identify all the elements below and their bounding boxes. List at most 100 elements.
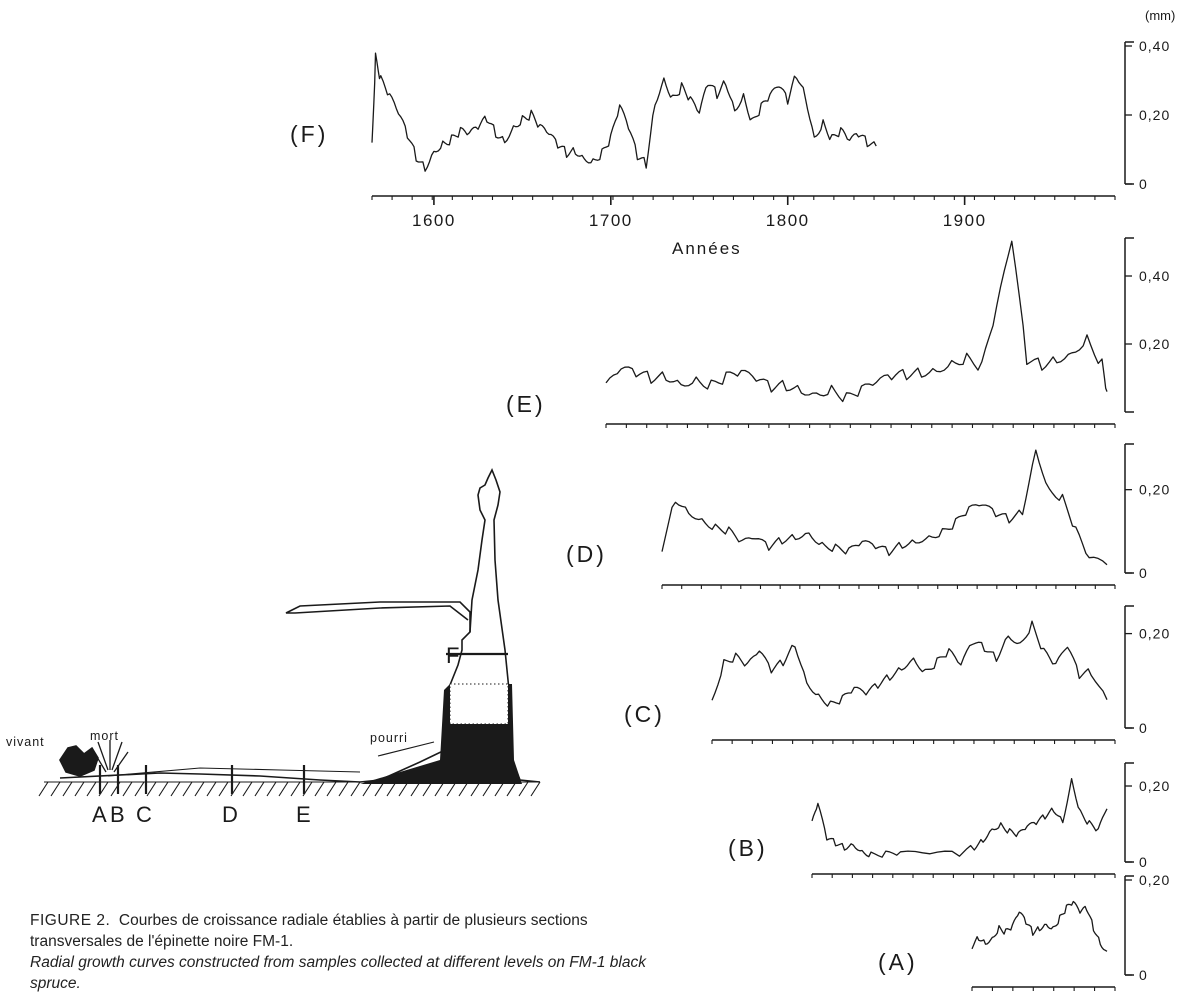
hatch-mark — [134, 781, 145, 797]
hatch-mark — [86, 781, 97, 797]
hatch-mark — [470, 781, 481, 797]
hatch-mark — [398, 781, 409, 797]
hatch-mark — [506, 781, 517, 797]
panel-c: 0 0,20 (C) — [624, 605, 1170, 744]
hatch-mark — [122, 781, 133, 797]
caption-french: FIGURE 2. Courbes de croissance radiale … — [30, 910, 650, 952]
hatch-mark — [362, 781, 373, 797]
hatch-mark — [530, 781, 541, 797]
living-label: vivant — [6, 735, 45, 749]
caption-english: Radial growth curves constructed from sa… — [30, 954, 646, 992]
panel-label: (C) — [624, 701, 665, 727]
hatch-mark — [206, 781, 217, 797]
caption-figure-label: FIGURE 2. — [30, 912, 111, 929]
section-label-f: F — [446, 643, 459, 668]
hatch-mark — [446, 781, 457, 797]
panel-label: (D) — [566, 541, 607, 567]
hatch-mark — [182, 781, 193, 797]
x-tick-label: 1800 — [766, 211, 810, 230]
y-tick-label: 0,40 — [1139, 38, 1170, 54]
panel-f: 0 0,20 0,40 1600 1700 1800 1900 (F) — [290, 38, 1170, 230]
hatch-mark — [254, 781, 265, 797]
panel-label: (E) — [506, 391, 546, 417]
y-tick-label: 0 — [1139, 854, 1148, 870]
hatch-mark — [218, 781, 229, 797]
y-tick-label: 0 — [1139, 176, 1148, 192]
hatch-mark — [266, 781, 277, 797]
trunk-inner — [107, 767, 361, 777]
x-tick-label: 1900 — [943, 211, 987, 230]
hatch-mark — [170, 781, 181, 797]
ground-hatch-marks — [38, 781, 541, 797]
x-tick-label: 1600 — [412, 211, 456, 230]
rotten-inside-label: pourri — [452, 696, 483, 710]
hatch-mark — [242, 781, 253, 797]
branch-outline — [285, 601, 471, 632]
hatch-mark — [290, 781, 301, 797]
panel-label: (B) — [728, 835, 768, 861]
y-tick-label: 0,20 — [1139, 336, 1170, 352]
panel-e: 0,20 0,40 (E) — [506, 237, 1170, 428]
y-tick-label: 0,20 — [1139, 107, 1170, 123]
tree-diagram — [38, 468, 541, 797]
hatch-mark — [494, 781, 505, 797]
panel-a: 0 0,20 (A) — [878, 872, 1170, 991]
panel-label: (F) — [290, 121, 328, 147]
growth-series-line — [605, 240, 1108, 403]
figure-caption: FIGURE 2. Courbes de croissance radiale … — [30, 910, 650, 994]
hatch-mark — [338, 781, 349, 797]
hatch-mark — [458, 781, 469, 797]
panel-b: 0 0,20 (B) — [728, 762, 1170, 878]
section-label-b: B — [110, 802, 125, 827]
rotten-label: pourri — [370, 731, 408, 745]
hatch-mark — [518, 781, 529, 797]
section-label-a: A — [92, 802, 107, 827]
hatch-mark — [74, 781, 85, 797]
hatch-mark — [146, 781, 157, 797]
hatch-mark — [62, 781, 73, 797]
hatch-mark — [350, 781, 361, 797]
y-tick-label: 0,20 — [1139, 482, 1170, 498]
hatch-mark — [374, 781, 385, 797]
growth-series-line — [811, 777, 1108, 858]
caption-french-text: Courbes de croissance radiale établies à… — [30, 912, 588, 950]
pourri-dotted-zone — [449, 683, 509, 725]
hatch-mark — [482, 781, 493, 797]
y-tick-label: 0 — [1139, 565, 1148, 581]
y-tick-label: 0 — [1139, 720, 1148, 736]
section-label-c: C — [136, 802, 152, 827]
dead-label: mort — [90, 729, 119, 743]
y-tick-label: 0 — [1139, 967, 1148, 983]
hatch-mark — [38, 781, 49, 797]
hatch-mark — [158, 781, 169, 797]
hatch-mark — [278, 781, 289, 797]
panel-label: (A) — [878, 949, 918, 975]
growth-series-line — [371, 52, 877, 172]
pourri-pointer — [377, 741, 435, 757]
y-tick-label: 0,20 — [1139, 872, 1170, 888]
tree-labels: vivant mort pourri pourri A B C D E F — [6, 643, 483, 827]
unit-label: (mm) — [1145, 8, 1175, 23]
dead-branches — [93, 740, 129, 773]
panel-d: 0 0,20 (D) — [566, 443, 1170, 589]
living-foliage — [59, 745, 99, 777]
y-tick-label: 0,20 — [1139, 778, 1170, 794]
hatch-mark — [194, 781, 205, 797]
hatch-mark — [50, 781, 61, 797]
x-axis-label: Années — [672, 239, 742, 258]
growth-series-line — [661, 449, 1108, 566]
hatch-mark — [422, 781, 433, 797]
hatch-mark — [326, 781, 337, 797]
hatch-mark — [434, 781, 445, 797]
growth-series-line — [971, 900, 1108, 952]
y-tick-label: 0,40 — [1139, 268, 1170, 284]
hatch-mark — [314, 781, 325, 797]
section-label-d: D — [222, 802, 238, 827]
y-tick-label: 0,20 — [1139, 626, 1170, 642]
x-tick-label: 1700 — [589, 211, 633, 230]
section-markers — [98, 652, 508, 794]
growth-series-line — [711, 620, 1108, 707]
hatch-mark — [386, 781, 397, 797]
